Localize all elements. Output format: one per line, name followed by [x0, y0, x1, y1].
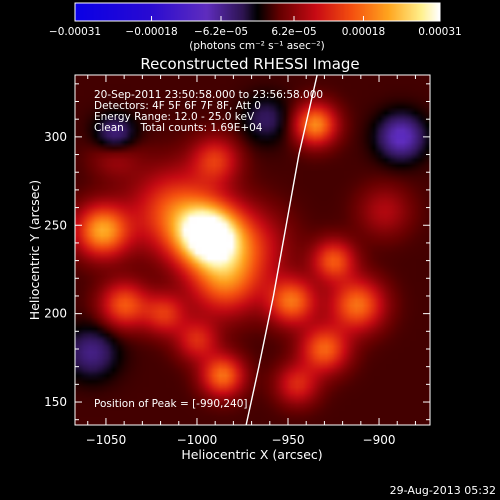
heatmap-image [75, 75, 430, 425]
x-tick-label: −1000 [177, 433, 218, 447]
colorbar-tick-label: −0.00031 [49, 26, 101, 38]
annotation-energy-range: Energy Range: 12.0 - 25.0 keV [94, 111, 255, 123]
axis-ticks: −1050 −1000 −950 −900 150 200 250 300 [44, 75, 430, 447]
colorbar-gradient [75, 3, 440, 21]
colorbar-frame [74, 2, 441, 22]
overlay-text: 20-Sep-2011 23:50:58.000 to 23:56:58.000… [94, 89, 323, 410]
y-tick-label: 150 [44, 395, 67, 409]
plot-area: −1050 −1000 −950 −900 150 200 250 300 20-Sep-20… [44, 74, 431, 447]
colorbar: −0.00031 −0.00018 −6.2e−05 6.2e−05 0.00018 0.… [49, 2, 462, 52]
colorbar-tick-label: 0.00018 [342, 26, 385, 38]
footer-timestamp: 29-Aug-2013 05:32 [390, 484, 496, 497]
x-axis-label: Heliocentric X (arcsec) [181, 447, 322, 462]
y-tick-label: 250 [44, 218, 67, 232]
x-tick-label: −900 [363, 433, 396, 447]
colorbar-unit-label: (photons cm⁻² s⁻¹ asec⁻²) [189, 40, 324, 52]
y-axis-label: Heliocentric Y (arcsec) [27, 180, 42, 320]
colorbar-ticks: −0.00031 −0.00018 −6.2e−05 6.2e−05 0.00018 0.… [49, 16, 462, 38]
colorbar-tick-label: −0.00018 [125, 26, 177, 38]
annotation-clean-counts: Clean Total counts: 1.69E+04 [94, 122, 263, 134]
colorbar-tick-label: 0.00031 [418, 26, 461, 38]
x-tick-label: −950 [272, 433, 305, 447]
y-tick-label: 300 [44, 130, 67, 144]
colorbar-tick-label: −6.2e−05 [194, 26, 248, 38]
colorbar-tick-label: 6.2e−05 [271, 26, 316, 38]
plot-frame [74, 74, 431, 426]
x-tick-label: −1050 [86, 433, 127, 447]
annotation-time-range: 20-Sep-2011 23:50:58.000 to 23:56:58.000 [94, 89, 323, 101]
annotation-detectors: Detectors: 4F 5F 6F 7F 8F, Att 0 [94, 100, 261, 112]
annotation-peak-position: Position of Peak = [-990,240] [94, 398, 248, 410]
chart-title: Reconstructed RHESSI Image [140, 55, 359, 73]
y-tick-label: 200 [44, 307, 67, 321]
solar-limb-curve [245, 74, 318, 426]
